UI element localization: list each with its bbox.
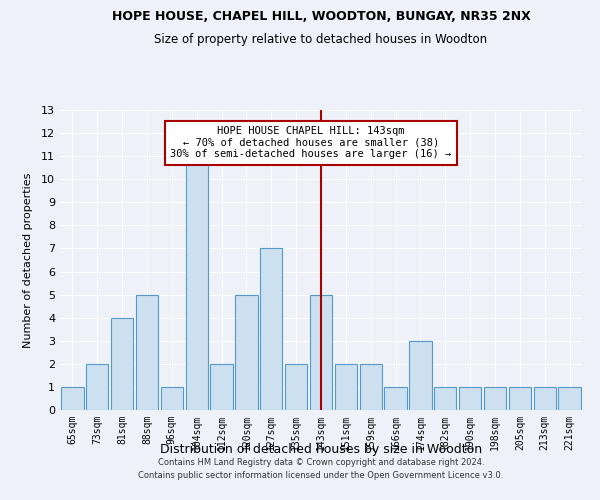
Bar	[61, 387, 83, 410]
Bar	[509, 387, 531, 410]
Bar	[385, 387, 407, 410]
Text: Distribution of detached houses by size in Woodton: Distribution of detached houses by size …	[160, 442, 482, 456]
Bar	[409, 341, 431, 410]
Text: HOPE HOUSE CHAPEL HILL: 143sqm
← 70% of detached houses are smaller (38)
30% of : HOPE HOUSE CHAPEL HILL: 143sqm ← 70% of …	[170, 126, 452, 160]
Bar	[434, 387, 457, 410]
Bar	[235, 294, 257, 410]
Bar	[359, 364, 382, 410]
Bar	[559, 387, 581, 410]
Bar	[335, 364, 357, 410]
Bar	[86, 364, 109, 410]
Bar	[185, 156, 208, 410]
Bar	[459, 387, 481, 410]
Bar	[260, 248, 283, 410]
Bar	[285, 364, 307, 410]
Y-axis label: Number of detached properties: Number of detached properties	[23, 172, 32, 348]
Bar	[161, 387, 183, 410]
Text: Size of property relative to detached houses in Woodton: Size of property relative to detached ho…	[154, 32, 488, 46]
Bar	[484, 387, 506, 410]
Bar	[310, 294, 332, 410]
Bar	[136, 294, 158, 410]
Text: HOPE HOUSE, CHAPEL HILL, WOODTON, BUNGAY, NR35 2NX: HOPE HOUSE, CHAPEL HILL, WOODTON, BUNGAY…	[112, 10, 530, 23]
Text: Contains HM Land Registry data © Crown copyright and database right 2024.
Contai: Contains HM Land Registry data © Crown c…	[139, 458, 503, 480]
Bar	[533, 387, 556, 410]
Bar	[111, 318, 133, 410]
Bar	[211, 364, 233, 410]
